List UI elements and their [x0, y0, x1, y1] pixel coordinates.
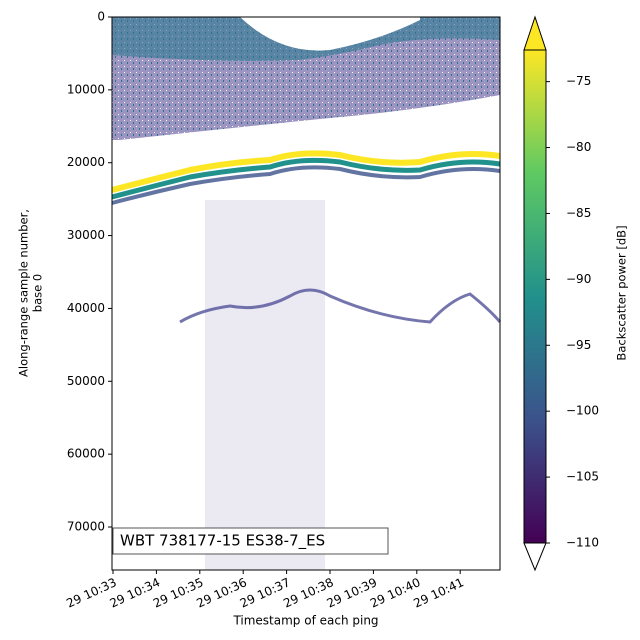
y-tick-label: 40000 [67, 301, 105, 315]
colorbar-tick-label: −105 [566, 470, 599, 484]
colorbar-tick-label: −110 [566, 536, 599, 550]
y-tick-label: 30000 [67, 228, 105, 242]
second-echo [179, 288, 502, 324]
seabed-echo-tail [111, 165, 501, 205]
plot-frame [111, 16, 501, 571]
annotation: WBT 738177-15 ES38-7_ES [120, 532, 325, 551]
colorbar-tick-label: −80 [566, 140, 591, 154]
x-tick-label: 29 10:41 [411, 575, 466, 610]
y-tick-label: 50000 [67, 374, 105, 388]
seabed-echo-lower [111, 157, 501, 200]
colorbar [524, 50, 546, 543]
colorbar-frame [523, 49, 547, 544]
y-tick-label: 10000 [67, 82, 105, 96]
seabed-echo [111, 150, 501, 193]
colorbar-tick-label: −95 [566, 338, 591, 352]
colorbar-tick-label: −90 [566, 272, 591, 286]
y-axis-label: base 0 [31, 274, 45, 312]
colorbar-extend-under [523, 542, 547, 572]
noise-column [205, 200, 325, 570]
y-tick-label: 0 [97, 10, 105, 24]
colorbar-tick-label: −75 [566, 74, 591, 88]
y-tick-label: 60000 [67, 447, 105, 461]
echogram [111, 17, 502, 570]
y-tick-label: 20000 [67, 155, 105, 169]
y-axis-label: Along-range sample number, [17, 209, 31, 377]
surface-gap [240, 17, 420, 51]
x-axis-label: Timestamp of each ping [232, 614, 378, 628]
y-tick-label: 70000 [67, 520, 105, 534]
colorbar-label: Backscatter power [dB] [615, 225, 629, 360]
colorbar-tick-label: −100 [566, 404, 599, 418]
colorbar-tick-label: −85 [566, 206, 591, 220]
colorbar-extend-over [523, 15, 547, 51]
annotation-box [112, 527, 389, 555]
